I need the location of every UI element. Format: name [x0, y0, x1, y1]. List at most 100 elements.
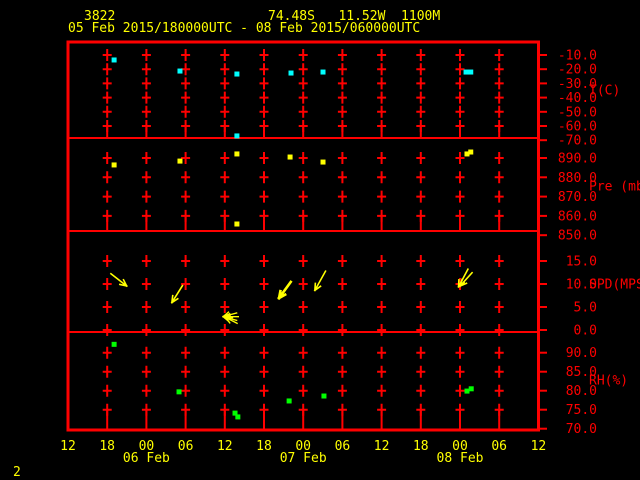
time-range: 05 Feb 2015/180000UTC - 08 Feb 2015/0600…	[68, 21, 421, 36]
x-tick-label: 12	[60, 439, 76, 454]
grid-plus-column	[220, 49, 230, 132]
relative-humidity-point	[235, 414, 241, 420]
relative-humidity-point	[321, 393, 327, 399]
y-axis-unit-label: SPD(MPS)	[589, 278, 640, 293]
grid-plus-column	[220, 346, 230, 416]
relative-humidity-point	[464, 388, 470, 394]
grid-plus-column	[141, 346, 151, 416]
x-tick-label: 06	[335, 439, 351, 454]
grid-plus-column	[337, 346, 347, 416]
grid-plus-column	[181, 346, 191, 416]
grid-plus-column	[259, 255, 269, 336]
y-tick-label: 90.0	[566, 346, 597, 361]
y-tick-label: 70.0	[566, 422, 597, 437]
grid-plus-column	[337, 255, 347, 336]
grid-plus-column	[102, 255, 112, 336]
grid-plus-column	[455, 255, 465, 336]
grid-plus-column	[298, 255, 308, 336]
grid-plus-column	[220, 255, 230, 336]
grid-plus-column	[259, 152, 269, 222]
grid-plus-column	[259, 346, 269, 416]
y-tick-label: 890.0	[558, 152, 597, 167]
y-tick-label: -10.0	[558, 49, 597, 64]
y-tick-label: -60.0	[558, 120, 597, 135]
grid-plus-column	[377, 255, 387, 336]
grid-plus-column	[455, 152, 465, 222]
plot-border	[66, 40, 540, 432]
grid-plus-column	[181, 255, 191, 336]
relative-humidity-point	[286, 398, 292, 404]
y-axis-unit-label: T(C)	[589, 84, 620, 99]
grid-plus-column	[494, 49, 504, 132]
grid-plus-column	[102, 152, 112, 222]
grid-plus-column	[416, 49, 426, 132]
grid-plus-column	[141, 49, 151, 132]
temperature-point	[288, 70, 294, 76]
grid-plus-column	[377, 152, 387, 222]
pressure-point	[177, 158, 183, 164]
temperature-point	[463, 69, 469, 75]
grid-plus-column	[141, 152, 151, 222]
station-id: 3822	[84, 9, 116, 24]
temperature-point	[234, 71, 240, 77]
grid-plus-column	[455, 49, 465, 132]
y-tick-label: -20.0	[558, 63, 597, 78]
pressure-point	[320, 159, 326, 165]
grid-plus-column	[102, 346, 112, 416]
temperature-point	[468, 69, 474, 75]
relative-humidity-point	[176, 389, 182, 395]
y-tick-label: -40.0	[558, 91, 597, 106]
y-tick-label: -50.0	[558, 105, 597, 120]
y-tick-label: 850.0	[558, 229, 597, 244]
relative-humidity-point	[232, 410, 238, 416]
y-tick-label: 5.0	[574, 301, 597, 316]
station-location: 74.48S 11.52W 1100M	[268, 9, 441, 24]
x-tick-label: 18	[99, 439, 115, 454]
grid-plus-column	[494, 152, 504, 222]
x-tick-label: 00	[139, 439, 155, 454]
grid-plus-column	[416, 152, 426, 222]
y-axis-unit-label: RH(%)	[589, 374, 628, 389]
y-axis-unit-label: Pre (mb)	[589, 180, 640, 195]
x-tick-label: 18	[413, 439, 429, 454]
x-tick-label: 06	[491, 439, 507, 454]
temperature-point	[320, 69, 326, 75]
wind-arrow	[170, 284, 184, 304]
x-tick-label: 12	[531, 439, 547, 454]
grid-plus-column	[416, 255, 426, 336]
temperature-point	[177, 68, 183, 74]
relative-humidity-point	[468, 386, 474, 392]
pressure-point	[468, 149, 474, 155]
grid-plus-column	[377, 346, 387, 416]
temperature-point	[111, 57, 117, 63]
grid-plus-column	[298, 152, 308, 222]
y-tick-label: 10.0	[566, 278, 597, 293]
y-tick-label: 80.0	[566, 384, 597, 399]
x-tick-label: 06	[178, 439, 194, 454]
x-date-label: 08 Feb	[437, 451, 484, 466]
grid-plus-column	[494, 255, 504, 336]
grid-plus-column	[298, 49, 308, 132]
grid-plus-column	[494, 346, 504, 416]
grid-plus-column	[259, 49, 269, 132]
wind-arrow	[109, 272, 128, 288]
page-number: 2	[13, 465, 21, 480]
grid-plus-column	[141, 255, 151, 336]
y-tick-label: 880.0	[558, 171, 597, 186]
grid-plus-column	[298, 346, 308, 416]
y-tick-label: 75.0	[566, 403, 597, 418]
pressure-point	[287, 154, 293, 160]
grid-plus-column	[455, 346, 465, 416]
x-tick-label: 12	[374, 439, 390, 454]
grid-plus-column	[220, 152, 230, 222]
y-tick-label: 870.0	[558, 190, 597, 205]
x-tick-label: 12	[217, 439, 233, 454]
y-tick-label: -70.0	[558, 134, 597, 149]
y-tick-label: 0.0	[574, 324, 597, 339]
pressure-point	[111, 162, 117, 168]
x-tick-label: 00	[295, 439, 311, 454]
grid-plus-column	[102, 49, 112, 132]
x-date-label: 07 Feb	[280, 451, 327, 466]
